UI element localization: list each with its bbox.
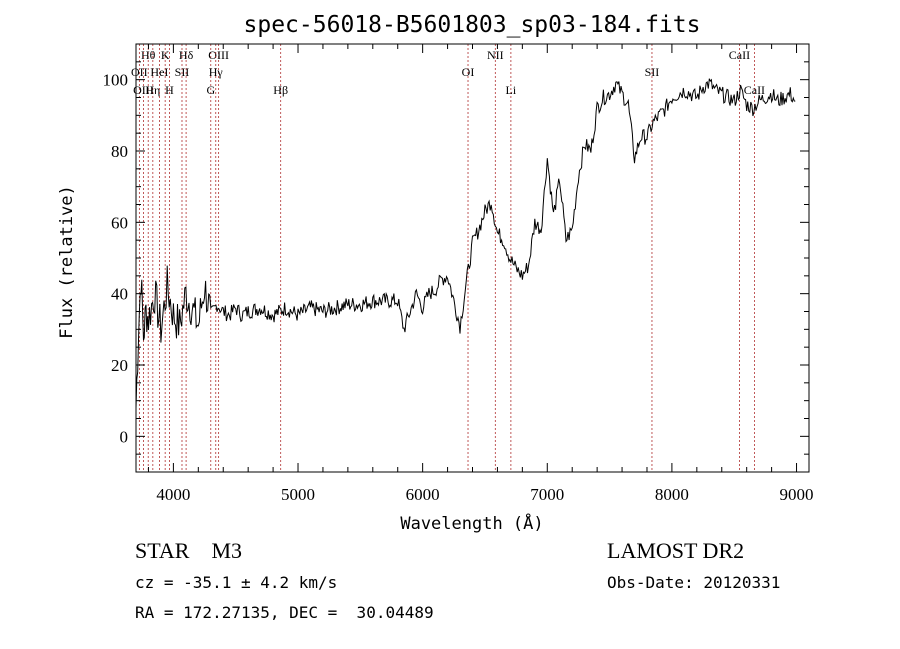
line-label-14: NII — [487, 48, 504, 62]
y-tick-label-0: 0 — [120, 427, 129, 446]
line-label-2: OIII — [133, 83, 154, 97]
survey-label: LAMOST DR2 — [607, 538, 745, 563]
y-tick-label-4: 80 — [111, 142, 128, 161]
line-label-18: CaII — [744, 83, 765, 97]
y-tick-label-1: 20 — [111, 356, 128, 375]
line-label-11: Hγ — [209, 65, 224, 79]
line-label-13: OI — [462, 65, 475, 79]
y-axis-ticks: 0 20 40 60 80 100 — [103, 43, 809, 473]
y-tick-label-2: 40 — [111, 285, 128, 304]
line-label-17: CaII — [729, 48, 750, 62]
spectrum-series — [135, 78, 796, 409]
line-label-0: Hθ — [141, 48, 156, 62]
line-label-12: Hβ — [273, 83, 288, 97]
y-tick-label-5: 100 — [103, 71, 129, 90]
line-label-15: Li — [506, 83, 517, 97]
x-tick-label-0: 4000 — [156, 485, 190, 504]
line-label-10: OIII — [208, 48, 229, 62]
line-label-5: K — [161, 48, 170, 62]
x-axis-label: Wavelength (Å) — [400, 512, 543, 534]
spectrum-line-0 — [135, 78, 796, 409]
line-label-16: SII — [645, 65, 660, 79]
x-tick-label-5: 9000 — [780, 485, 814, 504]
line-label-3: Hη — [145, 83, 160, 97]
y-axis-label: Flux (relative) — [57, 185, 77, 339]
line-label-9: G — [206, 83, 215, 97]
line-label-8: Hδ — [179, 48, 194, 62]
line-label-1: OII — [131, 65, 148, 79]
line-label-6: H — [165, 83, 174, 97]
y-tick-label-3: 60 — [111, 213, 128, 232]
x-tick-label-4: 8000 — [655, 485, 689, 504]
chart-title: spec-56018-B5601803_sp03-184.fits — [244, 12, 701, 38]
plot-frame — [135, 43, 810, 473]
line-label-7: SII — [175, 65, 190, 79]
redshift-label: cz = -35.1 ± 4.2 km/s — [135, 573, 338, 592]
object-class-label: STAR M3 — [135, 538, 243, 563]
x-tick-label-3: 7000 — [530, 485, 564, 504]
x-tick-label-2: 6000 — [406, 485, 440, 504]
spectral-line-markers: HθOIIOIIIHηHeIKHSIIHδGOIIIHγHβOINIILiSII… — [131, 44, 765, 472]
x-tick-label-1: 5000 — [281, 485, 315, 504]
observation-date-label: Obs-Date: 20120331 — [607, 573, 781, 592]
line-label-4: HeI — [150, 65, 168, 79]
x-axis-ticks: 4000 5000 6000 7000 8000 9000 — [147, 44, 814, 504]
coordinates-label: RA = 172.27135, DEC = 30.04489 — [135, 603, 434, 622]
